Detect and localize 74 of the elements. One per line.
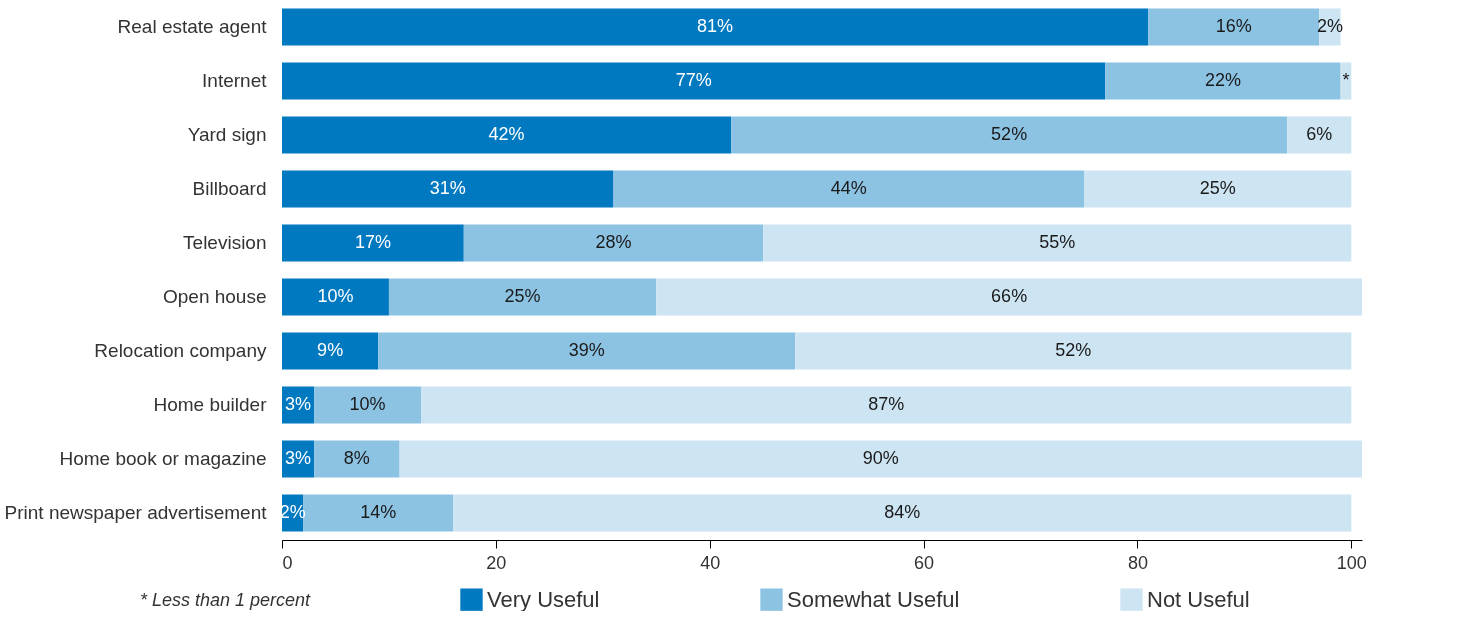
y-tick-label: Real estate agent [117, 16, 268, 37]
data-label: 66% [991, 286, 1028, 306]
bar [453, 494, 1352, 532]
data-label: 28% [595, 232, 632, 252]
y-tick-label: Billboard [192, 178, 267, 199]
bar [314, 440, 400, 478]
bar [388, 278, 657, 316]
text: * Less than 1 percent [140, 590, 311, 611]
bar [1083, 170, 1352, 208]
data-label: 10% [317, 286, 354, 306]
bar [399, 440, 1362, 478]
legend-label: Very Useful [487, 586, 600, 612]
bar [1148, 8, 1320, 46]
data-label: 87% [868, 394, 905, 414]
data-label: 3% [285, 394, 312, 414]
y-tick-label: Yard sign [187, 124, 267, 145]
x-tick-label: 80 [1127, 552, 1148, 573]
bar [421, 386, 1352, 424]
data-label: 25% [1199, 178, 1236, 198]
x-tick-label: 100 [1336, 552, 1367, 573]
data-label: 77% [675, 70, 712, 90]
data-label: 10% [349, 394, 386, 414]
data-label: 14% [360, 502, 397, 522]
data-label: 8% [343, 448, 370, 468]
legend-label: Not Useful [1147, 586, 1250, 612]
bar [463, 224, 764, 262]
bar [1287, 116, 1352, 154]
data-label: 6% [1306, 124, 1333, 144]
bar [282, 278, 389, 316]
y-tick-label: Television [183, 232, 267, 253]
bar [282, 170, 614, 208]
data-label: 44% [830, 178, 867, 198]
bar [282, 116, 732, 154]
bar [763, 224, 1352, 262]
y-tick-label: Internet [202, 70, 268, 91]
bar [282, 332, 379, 370]
data-label: 17% [354, 232, 391, 252]
bar [303, 494, 454, 532]
data-label: 9% [317, 340, 344, 360]
data-label: 42% [488, 124, 525, 144]
x-tick-label: 60 [914, 552, 935, 573]
bar [314, 386, 422, 424]
x-tick-label: 20 [486, 552, 507, 573]
data-label: 16% [1215, 16, 1252, 36]
data-label: 39% [568, 340, 605, 360]
y-tick-label: Relocation company [94, 340, 267, 361]
data-label: * [1342, 70, 1350, 90]
bar [282, 224, 464, 262]
bar [378, 332, 796, 370]
bar [731, 116, 1288, 154]
bar [282, 8, 1149, 46]
data-label: 22% [1204, 70, 1242, 90]
data-label: 84% [884, 502, 921, 522]
data-label: 2% [1316, 16, 1343, 36]
bar [795, 332, 1352, 370]
bar [613, 170, 1084, 208]
legend-label: Somewhat Useful [787, 586, 960, 612]
data-label: 31% [429, 178, 466, 198]
data-label: 52% [991, 124, 1028, 144]
y-tick-label: Print newspaper advertisement [4, 502, 268, 523]
data-label: 55% [1039, 232, 1076, 252]
data-label: 25% [504, 286, 541, 306]
data-label: 90% [862, 448, 899, 468]
data-label: 52% [1055, 340, 1092, 360]
bar [656, 278, 1362, 316]
bar [282, 62, 1106, 100]
x-tick-label: 0 [282, 552, 293, 573]
y-tick-label: Open house [162, 286, 267, 307]
y-tick-label: Home book or magazine [59, 448, 267, 469]
y-tick-label: Home builder [153, 394, 268, 415]
data-label: 81% [697, 16, 734, 36]
x-tick-label: 40 [700, 552, 721, 573]
bar [1105, 62, 1341, 100]
data-label: 3% [285, 448, 312, 468]
